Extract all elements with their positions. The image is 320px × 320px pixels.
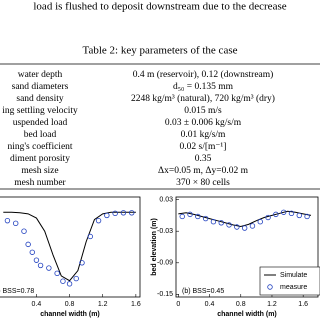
y-tick-label: -0.15 xyxy=(157,291,173,298)
annotation: (b) BSS=0.45 xyxy=(182,288,224,295)
data-point xyxy=(234,224,240,230)
row-label: mesh number xyxy=(14,178,66,188)
data-point xyxy=(120,210,127,216)
y-tick-label: -0.09 xyxy=(157,260,173,267)
y-tick-label: 0.03 xyxy=(159,196,173,203)
data-point xyxy=(296,212,302,219)
data-point xyxy=(210,219,217,225)
row-label: sand density xyxy=(16,94,63,104)
row-value: 0.35 xyxy=(195,154,212,164)
row-label: sand diameters xyxy=(12,82,69,92)
data-point xyxy=(226,222,232,228)
x-tick-label: 0.4 xyxy=(205,301,215,308)
data-point xyxy=(95,217,102,224)
data-point xyxy=(195,213,201,220)
legend-swatch xyxy=(267,284,273,290)
data-point xyxy=(257,219,263,225)
row-label: diment porosity xyxy=(10,154,70,164)
body-text: load is flushed to deposit downstream du… xyxy=(33,1,286,13)
data-point xyxy=(4,217,11,224)
data-point xyxy=(66,281,73,287)
row-value: Δx=0.05 m, Δy=0.02 m xyxy=(158,166,249,176)
table: water depth 0.4 m (reservoir), 0.12 (down… xyxy=(2,69,275,188)
x-tick-label: 1.6 xyxy=(131,301,141,308)
x-axis-label: channel width (m) xyxy=(217,311,277,318)
row-label: uspended load xyxy=(13,118,68,128)
data-point xyxy=(179,213,185,220)
legend-label: Simulate xyxy=(280,272,307,279)
data-point xyxy=(29,249,35,255)
charts: 0.4 0.8 1.2 1.6 channel width (m) (a) BSS=0.7… xyxy=(0,196,320,318)
row-value: 0.03 ± 0.006 kg/s/m xyxy=(165,118,242,128)
data-point xyxy=(104,212,110,219)
data-point xyxy=(129,210,135,216)
data-point xyxy=(37,262,44,269)
row-label: ning's coefficient xyxy=(7,141,72,152)
plot-frame xyxy=(175,196,319,298)
row-value: 2248 kg/m³ (natural), 720 kg/m³ (dry) xyxy=(131,93,275,104)
data-point xyxy=(73,275,79,282)
legend-label: measure xyxy=(280,284,307,291)
row-label: bed load xyxy=(24,130,57,140)
data-point xyxy=(218,220,224,226)
row-value: d₅₀ = 0.135 mm xyxy=(173,82,234,92)
data-point xyxy=(112,210,118,217)
row-value: 0.015 m/s xyxy=(184,106,222,116)
row-label: ing settling velocity xyxy=(2,106,78,116)
data-point xyxy=(280,209,287,215)
row-value: 0.01 kg/s/m xyxy=(181,130,226,140)
annotation: (a) BSS=0.78 xyxy=(0,288,34,295)
x-axis-label: channel width (m) xyxy=(40,311,100,318)
table-title: Table 2: key parameters of the case xyxy=(83,45,238,57)
row-value: 0.4 m (reservoir), 0.12 (downstream) xyxy=(133,69,274,80)
data-point xyxy=(304,213,310,220)
data-point xyxy=(273,211,279,218)
row-value: 370 × 80 cells xyxy=(176,178,230,188)
plot-frame xyxy=(0,196,141,298)
y-tick-label: -0.03 xyxy=(157,228,173,235)
legend-box xyxy=(259,266,320,296)
data-point xyxy=(79,260,85,266)
x-tick-label: 0 xyxy=(176,301,180,308)
data-point xyxy=(265,214,271,221)
row-label: water depth xyxy=(18,70,63,80)
row-value: 0.02 s/[m⁻¹] xyxy=(180,142,227,152)
x-tick-label: 1.2 xyxy=(267,301,277,308)
x-tick-label: 0.4 xyxy=(32,301,42,308)
x-tick-label: 1.6 xyxy=(298,301,308,308)
data-point xyxy=(87,233,93,240)
x-tick-label: 0.8 xyxy=(236,301,246,308)
data-point xyxy=(13,220,19,227)
data-point xyxy=(60,278,66,284)
data-point xyxy=(202,215,209,222)
data-point xyxy=(25,241,31,248)
row-label: mesh size xyxy=(21,166,58,176)
data-point xyxy=(21,228,27,234)
data-point xyxy=(288,210,295,217)
data-point xyxy=(241,225,248,231)
data-point xyxy=(187,211,193,218)
data-point xyxy=(54,270,60,277)
data-point xyxy=(249,223,256,229)
data-point xyxy=(46,265,52,271)
x-tick-label: 0.8 xyxy=(65,301,75,308)
series-line xyxy=(3,211,136,282)
x-tick-label: 1.2 xyxy=(98,301,108,308)
y-axis-label: bed elevation (m) xyxy=(151,218,158,276)
data-point xyxy=(33,257,40,263)
